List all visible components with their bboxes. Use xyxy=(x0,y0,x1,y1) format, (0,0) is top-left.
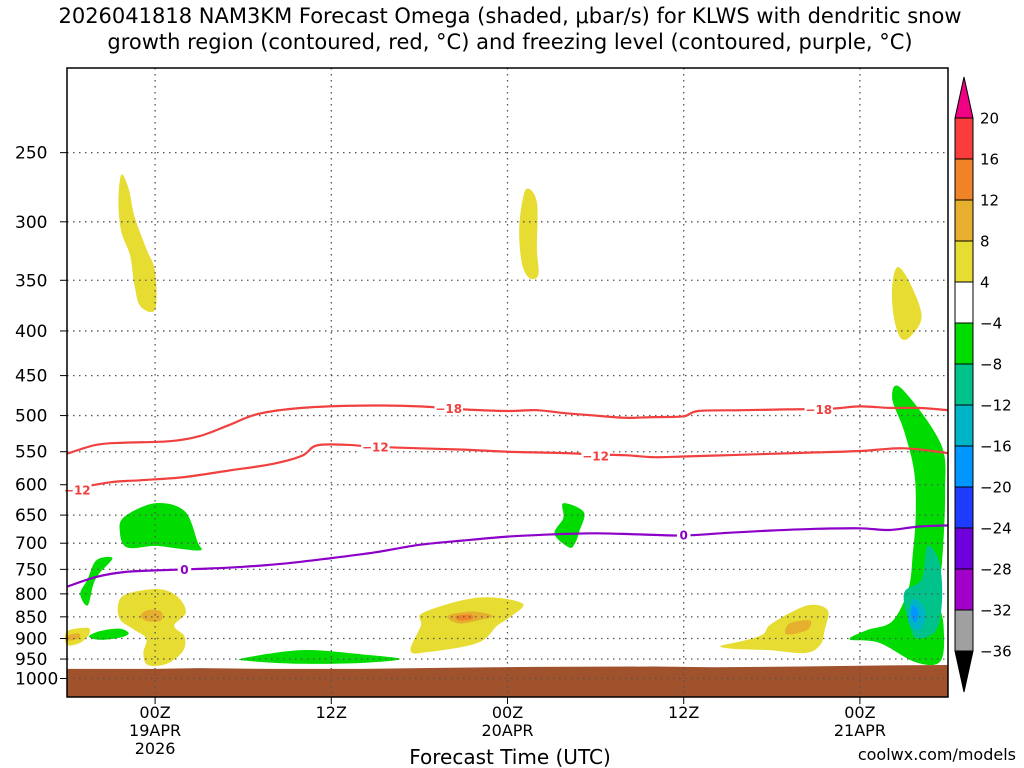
colorbar-label-12: −32 xyxy=(980,602,1012,620)
contour-label-0-bg xyxy=(434,401,464,416)
colorbar-cap-top xyxy=(954,76,974,119)
colorbar-swatch-12 xyxy=(954,568,974,611)
contour-label-2-bg xyxy=(177,562,192,577)
x-tick-label-24-1: 20APR xyxy=(481,721,533,740)
x-tick-label-0-0: 00Z xyxy=(139,703,170,722)
chart-title-line-1: 2026041818 NAM3KM Forecast Omega (shaded… xyxy=(58,4,961,28)
colorbar-label-2: 12 xyxy=(980,192,999,210)
omega-region-green xyxy=(554,503,585,548)
pressure-grid-lines xyxy=(67,68,948,697)
colorbar-label-1: 16 xyxy=(980,151,999,169)
omega-region-green xyxy=(238,650,401,664)
x-tick-label-0-2: 2026 xyxy=(135,739,176,758)
omega-region-orange_light xyxy=(65,633,81,641)
colorbar-cap-bottom xyxy=(954,650,974,693)
colorbar-label-11: −28 xyxy=(980,561,1012,579)
omega-region-green xyxy=(119,503,202,551)
contour-extra-label-3: 0 xyxy=(680,528,688,542)
y-tick-label-750: 750 xyxy=(15,560,47,580)
x-tick-label-48-1: 21APR xyxy=(834,721,886,740)
y-tick-label-800: 800 xyxy=(15,585,47,605)
omega-region-yellow xyxy=(410,597,524,654)
omega-region-yellow xyxy=(720,604,829,654)
colorbar-label-5: −4 xyxy=(980,315,1002,333)
temperature-contours xyxy=(66,404,949,588)
colorbar-swatch-9 xyxy=(954,445,974,488)
colorbar-label-0: 20 xyxy=(980,110,999,128)
contour-label-2: 0 xyxy=(180,563,188,577)
contour-extra-label-2: −18 xyxy=(805,403,832,417)
colorbar-label-13: −36 xyxy=(980,643,1012,661)
omega-region-yellow xyxy=(118,174,157,313)
colorbar-swatch-3 xyxy=(954,199,974,242)
y-tick-label-450: 450 xyxy=(15,367,47,387)
colorbar-swatch-10 xyxy=(954,486,974,529)
colorbar-swatch-13 xyxy=(954,609,974,652)
colorbar-swatch-1 xyxy=(954,117,974,160)
contour-extra-label-0: −12 xyxy=(64,483,91,497)
colorbar-swatch-7 xyxy=(954,363,974,406)
contour-label-1: −12 xyxy=(362,440,389,454)
y-tick-label-900: 900 xyxy=(15,630,47,650)
contour-line-2 xyxy=(66,524,949,588)
omega-region-green xyxy=(80,556,113,606)
x-tick-label-24-0: 00Z xyxy=(492,703,523,722)
colorbar-swatch-8 xyxy=(954,404,974,447)
omega-region-yellow xyxy=(519,188,539,280)
x-tick-label-48-0: 00Z xyxy=(844,703,875,722)
colorbar-label-10: −24 xyxy=(980,520,1012,538)
colorbar-label-7: −12 xyxy=(980,397,1012,415)
contour-extra-label-2-bg xyxy=(804,402,834,417)
x-tick-label-36-0: 12Z xyxy=(668,703,699,722)
site-credit: coolwx.com/models xyxy=(858,745,1016,764)
contour-extra-label-0-bg xyxy=(63,482,92,497)
colorbar: 20 16 12 8 4 −4 −8 −12 −16 −20 −24 −28 −32 −36 xyxy=(954,76,1012,693)
y-tick-label-950: 950 xyxy=(15,650,47,670)
colorbar-label-8: −16 xyxy=(980,438,1012,456)
contour-labels: −18 −12 0 −12 −12 −18 0 xyxy=(63,401,834,577)
contour-extra-label-1: −12 xyxy=(582,449,609,463)
y-tick-label-1000: 1000 xyxy=(15,669,58,689)
colorbar-swatch-2 xyxy=(954,158,974,201)
omega-region-blue xyxy=(911,605,919,623)
chart-title-line-2: growth region (contoured, red, °C) and f… xyxy=(107,30,912,54)
y-tick-label-400: 400 xyxy=(15,322,47,342)
y-tick-label-250: 250 xyxy=(15,144,47,164)
omega-region-green xyxy=(88,628,129,640)
omega-region-orange_light xyxy=(785,620,812,635)
y-tick-label-850: 850 xyxy=(15,608,47,628)
pressure-axis: 2503003504004505005506006507007508008509… xyxy=(15,144,67,689)
contour-extra-label-1-bg xyxy=(581,448,610,463)
omega-shading-layer xyxy=(64,174,946,667)
colorbar-label-6: −8 xyxy=(980,356,1002,374)
omega-region-orange_light xyxy=(140,609,163,622)
y-tick-label-350: 350 xyxy=(15,271,47,291)
x-axis-title: Forecast Time (UTC) xyxy=(409,745,611,768)
colorbar-swatch-5 xyxy=(954,281,974,324)
x-tick-label-12-0: 12Z xyxy=(316,703,347,722)
colorbar-swatch-6 xyxy=(954,322,974,365)
contour-extra-label-3-bg xyxy=(676,527,691,542)
y-tick-label-300: 300 xyxy=(15,213,47,233)
colorbar-label-3: 8 xyxy=(980,233,990,251)
contour-line-1 xyxy=(66,443,949,491)
colorbar-label-4: 4 xyxy=(980,274,990,292)
contour-label-1-bg xyxy=(361,439,390,454)
colorbar-swatch-11 xyxy=(954,527,974,570)
y-tick-label-550: 550 xyxy=(15,443,47,463)
y-tick-label-600: 600 xyxy=(15,476,47,496)
colorbar-label-9: −20 xyxy=(980,479,1012,497)
x-tick-label-0-1: 19APR xyxy=(129,721,181,740)
y-tick-label-650: 650 xyxy=(15,506,47,526)
omega-region-yellow xyxy=(117,589,186,667)
y-tick-label-500: 500 xyxy=(15,407,47,427)
omega-region-yellow xyxy=(891,267,922,340)
colorbar-swatch-4 xyxy=(954,240,974,283)
y-tick-label-700: 700 xyxy=(15,534,47,554)
contour-label-0: −18 xyxy=(435,402,462,416)
omega-region-orange xyxy=(455,614,474,621)
